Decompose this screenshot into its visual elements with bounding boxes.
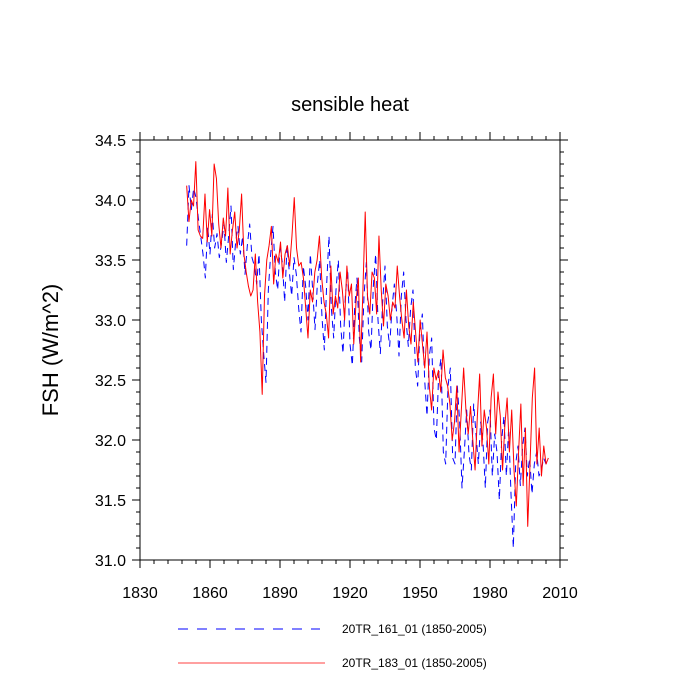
legend-label-20tr-183: 20TR_183_01 (1850-2005) xyxy=(342,656,487,670)
x-tick-label: 1920 xyxy=(332,585,368,602)
y-tick-label: 31.0 xyxy=(95,553,126,570)
legend: 20TR_161_01 (1850-2005) 20TR_183_01 (185… xyxy=(178,622,487,670)
y-tick-label: 34.0 xyxy=(95,193,126,210)
x-tick-label: 1890 xyxy=(262,585,298,602)
plot-frame xyxy=(139,139,561,561)
x-tick-label: 1860 xyxy=(192,585,228,602)
x-tick-label: 1950 xyxy=(402,585,438,602)
y-tick-label: 31.5 xyxy=(95,493,126,510)
plot-lines xyxy=(186,161,549,549)
y-tick-label: 34.5 xyxy=(95,133,126,150)
chart-title: sensible heat xyxy=(291,94,409,116)
x-tick-label: 1980 xyxy=(472,585,508,602)
y-tick-label: 33.5 xyxy=(95,253,126,270)
legend-label-20tr-161: 20TR_161_01 (1850-2005) xyxy=(342,622,487,636)
y-tick-labels: 31.0 31.5 32.0 32.5 33.0 33.5 34.0 34.5 xyxy=(95,133,126,570)
y-tick-label: 32.5 xyxy=(95,373,126,390)
series-line-20tr-183-01 xyxy=(186,161,549,527)
y-tick-label: 32.0 xyxy=(95,433,126,450)
x-tick-label: 2010 xyxy=(542,585,578,602)
x-tick-labels: 1830 1860 1890 1920 1950 1980 2010 xyxy=(122,585,578,602)
axis-ticks xyxy=(132,132,568,568)
series-line-20tr-161-01 xyxy=(186,185,549,549)
y-axis-label: FSH (W/m^2) xyxy=(38,284,63,417)
x-tick-label: 1830 xyxy=(122,585,158,602)
y-tick-label: 33.0 xyxy=(95,313,126,330)
